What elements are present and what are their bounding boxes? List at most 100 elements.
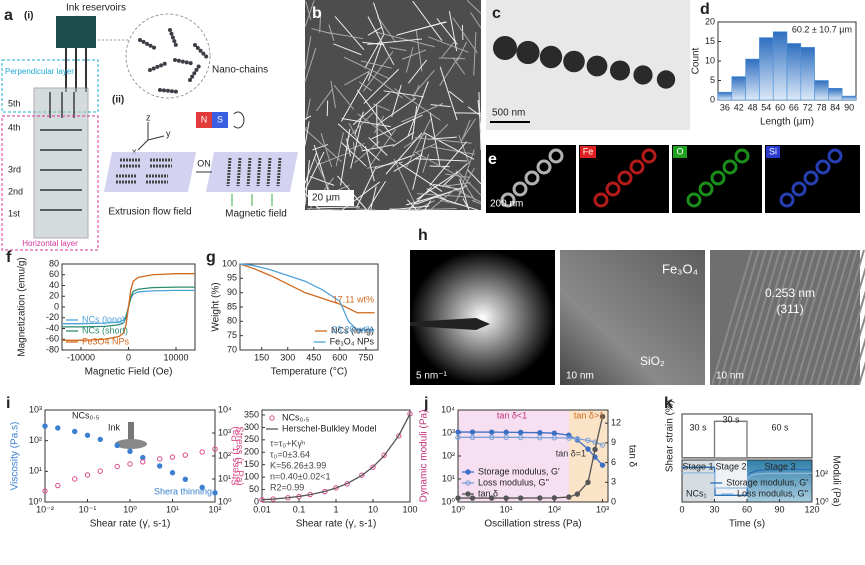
data-point (140, 459, 146, 465)
particle (152, 45, 157, 50)
data-point (182, 452, 188, 458)
fiber (369, 128, 396, 167)
scale-box (308, 190, 354, 206)
fiber (459, 178, 470, 210)
panel-letter: a (4, 7, 13, 24)
region-shade (458, 410, 569, 502)
y-tick-label: 15 (705, 36, 715, 46)
particle (158, 88, 162, 92)
panel-letter: j (423, 395, 428, 412)
legend-marker (269, 415, 275, 421)
fiber (471, 200, 482, 205)
annotation: n=0.40±0.02<1 (270, 471, 331, 481)
particle (192, 71, 197, 76)
sub-label: (i) (24, 11, 33, 22)
x-tick-label: 10¹ (166, 504, 179, 514)
particle (493, 36, 517, 60)
fiber (340, 141, 367, 167)
fiber (343, 56, 389, 79)
fiber (388, 205, 430, 211)
lattice-fringe (851, 337, 865, 386)
x-axis-label: Magnetic Field (Oe) (85, 367, 173, 378)
fiber (385, 132, 423, 175)
particle (201, 51, 206, 56)
bar (772, 31, 788, 101)
magnet-n (196, 112, 212, 128)
x-tick-label: 0.01 (253, 504, 271, 514)
chain-tem (493, 36, 676, 89)
panel-letter: i (6, 395, 10, 412)
particle (539, 45, 563, 69)
y2-tick-label: 10⁰ (218, 496, 232, 506)
data-point (407, 411, 413, 417)
particle (656, 70, 676, 89)
fiber (304, 121, 310, 146)
fiber (389, 47, 407, 52)
fiber (367, 41, 383, 81)
data-point (212, 446, 218, 452)
particle (563, 50, 585, 73)
rotation (233, 111, 245, 129)
fiber (337, 123, 380, 161)
data-point (537, 495, 543, 501)
fiber (305, 98, 311, 120)
data-point (517, 429, 524, 436)
plate (206, 152, 298, 192)
legend-label: Herschel-Bulkley Model (282, 423, 377, 433)
element: Si (769, 146, 777, 156)
y2-tick-label: 0 (611, 496, 616, 506)
y2-axis-label: Moduli (Pa) (830, 455, 841, 506)
particle (180, 59, 185, 64)
x-tick-label: 10 (368, 504, 378, 514)
particle (633, 65, 653, 85)
fiber (320, 133, 333, 168)
fiber (441, 39, 457, 58)
x-tick-label: 10² (548, 504, 561, 514)
y-tick-label: 10² (442, 450, 455, 460)
legend-label: NCs (short) (82, 325, 128, 335)
y-tick-label: 60 (49, 269, 59, 279)
y-tick-label: 100 (244, 472, 259, 482)
y-tick-label: 95 (227, 273, 237, 283)
y-tick-label: 80 (227, 316, 237, 326)
eds-particle (827, 148, 843, 164)
phase-label: Fe₃O₄ (662, 261, 698, 276)
legend-label: Storage modulus, G' (478, 466, 560, 476)
fiber (405, 191, 450, 206)
eds-particle (512, 181, 528, 197)
eds-particle (815, 159, 831, 175)
eds-particle (548, 148, 564, 164)
particle (155, 64, 160, 69)
x-tick-label: 54 (761, 102, 771, 112)
fiber (466, 0, 482, 14)
fiber (466, 169, 482, 185)
x-tick-label: -10000 (67, 352, 95, 362)
y-tick-label: 150 (244, 459, 259, 469)
fiber (411, 105, 418, 141)
particle (165, 88, 170, 93)
y-tick-label: 10¹ (29, 466, 42, 476)
particle (176, 58, 181, 63)
eds-particle (803, 170, 819, 186)
series-line (239, 263, 375, 314)
x-tick-label: 48 (747, 102, 757, 112)
data-point (469, 429, 476, 435)
y-axis-label: Stress (τ, Pa) (231, 426, 242, 486)
fiber (362, 51, 394, 92)
data-point (370, 464, 376, 470)
annotation: Ink (108, 422, 121, 432)
y-tick-label: 10⁰ (441, 496, 455, 506)
panel-h: h 5 nm⁻¹ Fe₃O₄ SiO₂ 10 nm 0.253 nm (311)… (410, 227, 865, 386)
x-tick-label: 60 (742, 504, 752, 514)
legend-label: NCs₀.₅ (282, 412, 310, 422)
data-point (551, 495, 558, 501)
data-point (599, 442, 606, 448)
legend-label: Storage modulus, G' (726, 477, 808, 487)
fiber (405, 119, 432, 169)
y2-tick-label: 12 (611, 418, 621, 428)
fiber (367, 71, 404, 99)
data-point (599, 413, 606, 420)
data-point (182, 476, 188, 482)
y-tick-label: 10³ (29, 404, 42, 414)
data-point (592, 446, 598, 453)
